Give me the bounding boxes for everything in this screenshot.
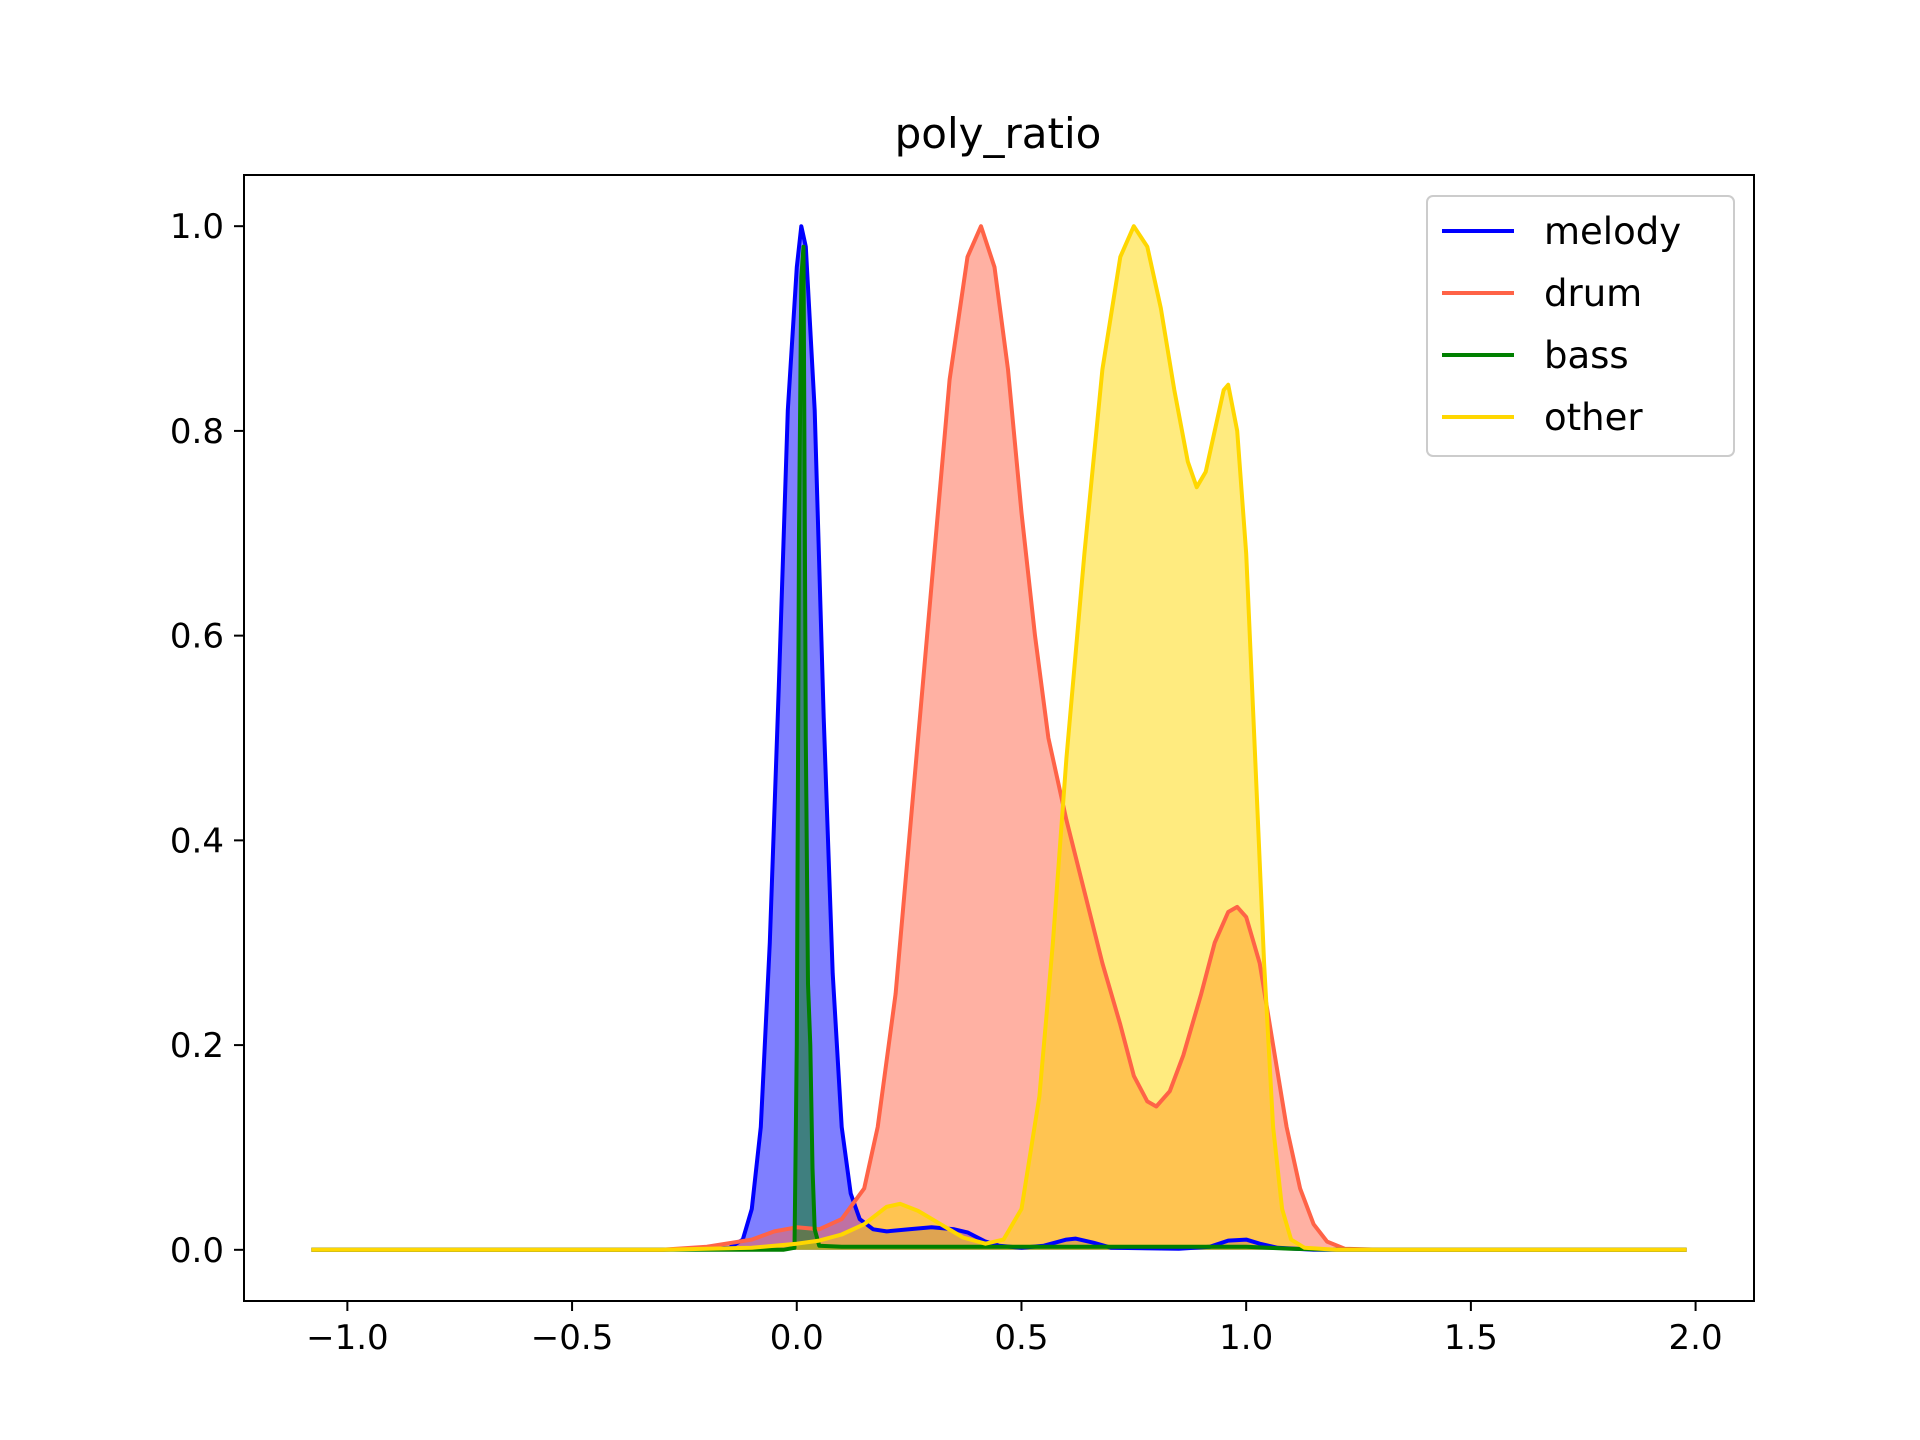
y-tick-label: 1.0 <box>170 207 224 247</box>
x-tick-label: 1.0 <box>1219 1318 1273 1358</box>
line-drum <box>311 224 1687 1252</box>
y-axis: 0.0 0.2 0.4 0.6 0.8 1.0 <box>170 207 244 1271</box>
chart-title: poly_ratio <box>895 109 1102 158</box>
series-fills <box>311 226 1687 1250</box>
line-bass <box>311 244 1687 1252</box>
legend-label-drum: drum <box>1544 272 1642 315</box>
x-tick-label: −1.0 <box>306 1318 389 1358</box>
y-tick-label: 0.2 <box>170 1026 224 1066</box>
legend-label-other: other <box>1544 396 1643 439</box>
legend-box <box>1426 195 1735 457</box>
area-drum <box>311 226 1687 1250</box>
line-other <box>311 224 1687 1252</box>
x-tick-label: 2.0 <box>1669 1318 1723 1358</box>
y-tick-label: 0.8 <box>170 412 224 452</box>
y-tick-label: 0.4 <box>170 821 224 861</box>
x-tick-label: 1.5 <box>1444 1318 1498 1358</box>
legend: melody drum bass other <box>1426 195 1735 457</box>
x-tick-label: 0.5 <box>994 1318 1048 1358</box>
y-tick-label: 0.6 <box>170 617 224 657</box>
y-tick-label: 0.0 <box>170 1231 224 1271</box>
x-axis: −1.0 −0.5 0.0 0.5 1.0 1.5 2.0 <box>306 1301 1723 1358</box>
x-tick-label: −0.5 <box>531 1318 614 1358</box>
legend-label-melody: melody <box>1544 210 1681 253</box>
legend-label-bass: bass <box>1544 334 1629 377</box>
series-lines <box>311 224 1687 1252</box>
plot-frame <box>243 174 1755 1302</box>
x-tick-label: 0.0 <box>770 1318 824 1358</box>
